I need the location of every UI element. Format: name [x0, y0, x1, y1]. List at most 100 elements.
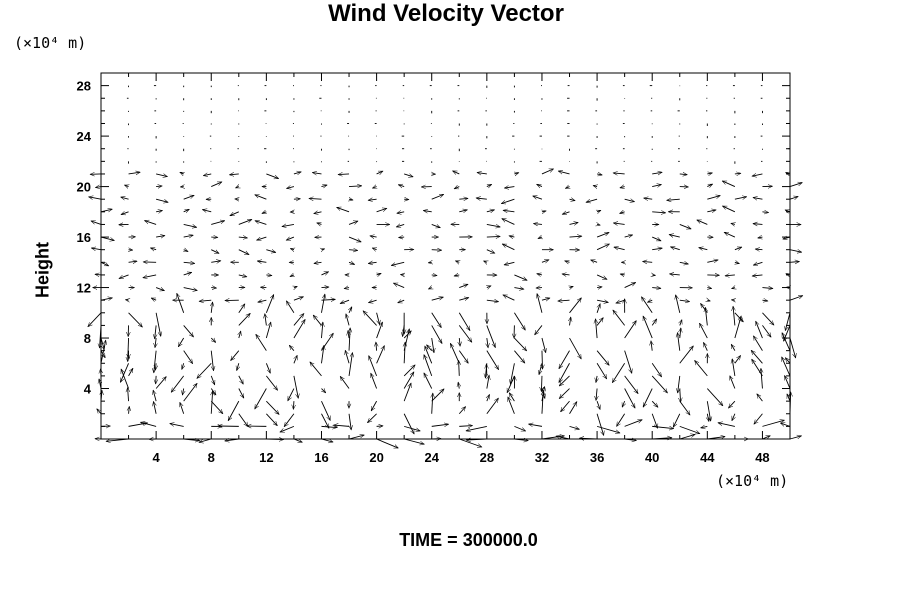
wind-vector	[487, 375, 489, 389]
wind-vector	[211, 302, 212, 313]
wind-vector	[266, 413, 277, 426]
wind-vector	[377, 273, 382, 274]
wind-vector	[539, 363, 543, 374]
wind-vector	[229, 174, 239, 175]
wind-vector	[700, 303, 708, 314]
wind-vector	[734, 316, 741, 339]
wind-vector	[321, 400, 331, 420]
wind-vector	[183, 350, 194, 364]
wind-vector	[502, 218, 515, 225]
wind-vector	[677, 333, 679, 351]
wind-vector	[679, 434, 695, 440]
wind-vector	[466, 425, 487, 430]
wind-vector	[431, 193, 444, 200]
wind-vector	[735, 262, 739, 263]
wind-vector	[391, 261, 405, 265]
wind-vector	[569, 222, 579, 224]
wind-vector	[514, 439, 528, 441]
wind-vector	[349, 186, 362, 187]
wind-vector	[238, 237, 248, 238]
wind-vector	[211, 288, 216, 289]
wind-vector	[486, 183, 492, 186]
wind-vector	[753, 224, 763, 225]
wind-vector	[348, 221, 358, 225]
wind-vector	[313, 315, 322, 326]
wind-vector	[541, 298, 550, 300]
wind-vector	[100, 350, 106, 358]
wind-vector	[487, 337, 488, 348]
wind-vector	[128, 388, 129, 402]
wind-vector	[679, 262, 689, 264]
time-value: 300000.0	[462, 530, 538, 550]
wind-vector	[227, 400, 240, 421]
wind-vector	[265, 363, 271, 373]
wind-vector	[786, 274, 790, 275]
wind-vector	[613, 173, 625, 174]
wind-vector	[652, 185, 661, 187]
wind-vector	[785, 312, 791, 331]
wind-vector	[508, 397, 515, 414]
wind-vector	[337, 207, 350, 213]
wind-vector	[596, 318, 603, 326]
wind-vector	[183, 262, 195, 263]
x-tick-label: 36	[590, 450, 604, 465]
wind-vector	[183, 208, 190, 212]
wind-vector	[596, 350, 609, 366]
time-label-text: TIME =	[399, 530, 458, 550]
wind-vector	[669, 235, 680, 238]
wind-vector	[725, 275, 735, 276]
wind-vector	[239, 331, 241, 339]
wind-vector	[376, 208, 387, 213]
wind-vector	[679, 224, 691, 228]
wind-vector	[611, 363, 626, 382]
wind-vector	[368, 300, 377, 303]
wind-vector	[508, 393, 515, 402]
wind-vector	[556, 436, 570, 440]
wind-vector	[789, 250, 802, 253]
wind-vector	[504, 262, 515, 265]
wind-vector	[182, 388, 183, 396]
wind-vector	[652, 248, 662, 250]
wind-vector	[752, 275, 763, 276]
wind-vector	[569, 298, 582, 314]
wind-vector	[376, 312, 380, 325]
y-tick-label: 20	[77, 180, 91, 195]
wind-vector	[321, 299, 335, 300]
wind-vector	[349, 328, 350, 351]
wind-vector	[370, 236, 377, 237]
wind-vector	[652, 236, 661, 242]
wind-vector	[718, 423, 735, 427]
wind-vector	[183, 235, 194, 237]
wind-vector	[569, 426, 580, 429]
wind-vector	[376, 342, 377, 351]
wind-vector	[266, 275, 272, 276]
wind-vector	[455, 261, 459, 262]
wind-vector	[789, 262, 799, 263]
wind-vector	[155, 288, 164, 291]
wind-vector	[486, 325, 496, 347]
wind-vector	[403, 372, 415, 389]
wind-vector	[125, 185, 129, 186]
wind-vector	[367, 413, 377, 423]
wind-vector	[100, 337, 104, 350]
wind-vector	[651, 319, 658, 326]
wind-vector	[128, 338, 129, 362]
wind-vector	[596, 274, 607, 280]
wind-vector	[210, 350, 213, 371]
wind-vector	[734, 312, 744, 322]
wind-vector	[431, 297, 444, 301]
wind-vector	[363, 311, 377, 326]
wind-vector	[707, 300, 710, 301]
wind-vector	[314, 262, 322, 263]
wind-vector	[570, 317, 571, 326]
wind-vector	[346, 314, 350, 326]
wind-vector	[732, 359, 736, 376]
wind-vector	[153, 390, 157, 402]
wind-vector	[751, 359, 763, 377]
wind-vector	[254, 388, 267, 409]
wind-vector	[289, 345, 295, 351]
wind-vector	[431, 250, 442, 251]
wind-vector	[294, 355, 298, 364]
wind-vector	[542, 350, 543, 370]
wind-vector	[624, 235, 633, 237]
